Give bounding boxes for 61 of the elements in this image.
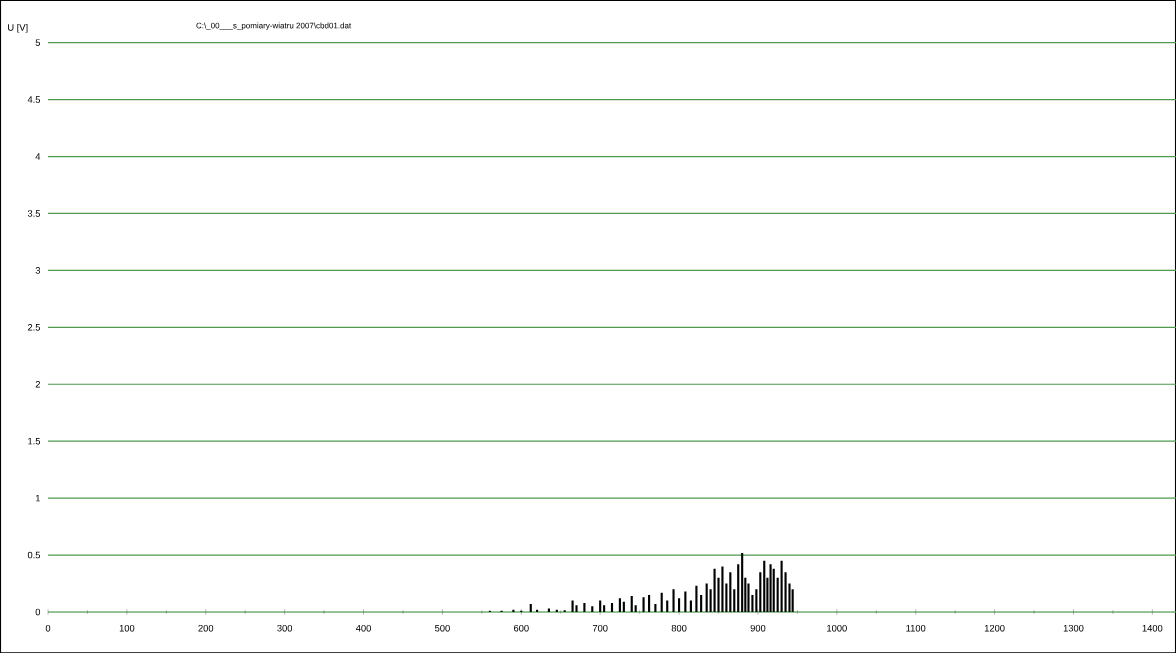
bar: [776, 577, 779, 612]
x-tick-label: 0: [45, 624, 51, 632]
bar: [721, 566, 724, 612]
bar: [575, 605, 578, 612]
bar: [603, 605, 606, 612]
bar: [684, 591, 687, 612]
bar: [660, 592, 663, 612]
bar: [769, 564, 772, 612]
x-tick-label: 900: [750, 624, 766, 632]
x-tick-label: 1200: [984, 624, 1005, 632]
y-tick-label: 0: [35, 608, 41, 616]
x-tick-label: 500: [435, 624, 450, 632]
bar: [733, 589, 736, 612]
x-tick-label: 200: [198, 624, 214, 632]
bar: [642, 597, 645, 612]
x-tick-label: 300: [277, 624, 293, 632]
bar: [622, 601, 625, 612]
x-tick-label: 100: [119, 624, 135, 632]
y-tick-label: 4.5: [27, 96, 41, 103]
bar: [610, 602, 614, 612]
bar: [780, 560, 783, 612]
bar: [772, 568, 775, 612]
y-tick-label: 3: [35, 266, 41, 274]
x-tick-label: 1100: [906, 624, 926, 632]
y-tick-label: 0.5: [27, 551, 41, 559]
bar: [689, 600, 692, 612]
bar: [529, 603, 532, 612]
bar: [634, 605, 637, 612]
bar: [713, 568, 716, 612]
bar: [672, 589, 675, 612]
bar: [571, 600, 574, 612]
bar: [591, 606, 594, 612]
x-tick-label: 400: [355, 624, 371, 632]
y-tick-label: 1: [35, 494, 40, 502]
y-tick-label: 4: [35, 153, 41, 160]
bar: [630, 595, 633, 612]
x-tick-label: 1000: [827, 624, 847, 632]
x-tick-label: 1300: [1063, 624, 1084, 632]
bar: [729, 571, 732, 612]
x-tick-label: 1400: [1142, 624, 1163, 632]
y-axis-title: U [V]: [8, 23, 28, 33]
bar: [700, 594, 703, 612]
bar: [666, 600, 669, 612]
bar: [741, 552, 744, 612]
y-tick-label: 5: [35, 39, 41, 46]
bar: [763, 560, 766, 612]
y-tick-label: 2.5: [27, 323, 41, 331]
x-tick-label: 600: [513, 624, 529, 632]
y-tick-label: 1.5: [28, 437, 41, 445]
bar: [618, 598, 621, 612]
bar: [705, 583, 708, 612]
x-tick-label: 700: [592, 624, 608, 632]
x-tick-label: 800: [671, 624, 687, 632]
bar: [654, 603, 657, 612]
chart-title: C:\_00___s_pomiary-wiatru 2007\cbd01.dat: [196, 22, 352, 30]
y-tick-label: 3.5: [27, 210, 41, 217]
bar: [737, 564, 740, 612]
bar: [583, 602, 586, 612]
bar: [648, 594, 651, 612]
bar: [695, 585, 698, 612]
y-tick-label: 2: [35, 380, 40, 388]
